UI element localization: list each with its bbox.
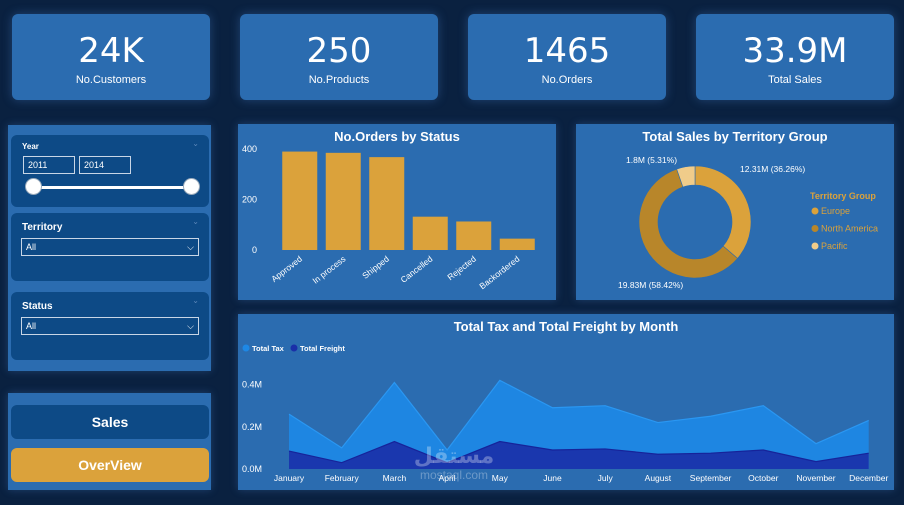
- x-tick-label: Shipped: [360, 254, 391, 281]
- year-slicer: Year ⌄ 2011 2014: [11, 135, 209, 207]
- y-tick-label: 200: [242, 195, 257, 205]
- data-label: 12.31M (36.26%): [740, 164, 805, 174]
- kpi-label: Total Sales: [768, 74, 822, 86]
- overview-button[interactable]: OverView: [11, 448, 209, 482]
- territory-label: Territory: [22, 222, 63, 233]
- kpi-value: 1465: [523, 31, 611, 71]
- kpi-label: No.Orders: [541, 74, 593, 86]
- tax-freight-chart: 0.0M 0.2M 0.4M January February March April May…: [242, 344, 888, 483]
- donut-slice: [638, 168, 738, 279]
- bar: [456, 221, 492, 250]
- legend-label: Total Tax: [252, 344, 285, 353]
- y-tick-label: 0.2M: [242, 422, 262, 432]
- x-tick-label: Backordered: [477, 254, 521, 292]
- x-tick-label: In process: [310, 254, 347, 286]
- orders-by-status-chart: 0 200 400 Approved In process Shipped Cancelle…: [242, 144, 535, 292]
- legend-title: Territory Group: [810, 191, 876, 201]
- status-value: All: [26, 321, 37, 331]
- x-tick-label: Cancelled: [399, 254, 435, 285]
- kpi-value: 24K: [78, 31, 144, 71]
- legend-label: Europe: [821, 206, 850, 216]
- x-tick-label: December: [849, 473, 888, 483]
- x-tick-label: November: [796, 473, 835, 483]
- x-tick-label: February: [325, 473, 360, 483]
- kpi-products: 250 No.Products: [240, 14, 438, 100]
- year-range-start-handle[interactable]: [25, 178, 42, 195]
- x-tick-label: Approved: [269, 254, 304, 284]
- x-tick-label: Rejected: [445, 254, 478, 283]
- data-label: 19.83M (58.42%): [618, 280, 683, 290]
- territory-dropdown[interactable]: All ⌵: [21, 238, 199, 256]
- series-line: [288, 440, 869, 464]
- year-range-track: [33, 186, 191, 189]
- legend-marker: [811, 225, 819, 232]
- kpi-value: 250: [306, 31, 372, 71]
- status-label: Status: [22, 301, 53, 312]
- bar: [282, 151, 318, 250]
- chevron-down-icon: ⌵: [187, 321, 194, 331]
- status-slicer: Status ⌄ All ⌵: [11, 292, 209, 360]
- bar: [325, 152, 361, 250]
- chart-title: No.Orders by Status: [334, 129, 460, 144]
- data-label: 1.8M (5.31%): [626, 155, 677, 165]
- x-tick-label: September: [690, 473, 732, 483]
- y-tick-label: 0.0M: [242, 464, 262, 474]
- year-to-input[interactable]: 2014: [79, 156, 131, 174]
- orders-by-status-panel: No.Orders by Status 0 200 400 Approved In pr…: [238, 124, 556, 300]
- donut-slice: [694, 165, 752, 259]
- legend-label: Pacific: [821, 241, 848, 251]
- y-tick-label: 400: [242, 144, 257, 154]
- x-tick-label: August: [645, 473, 672, 483]
- year-range-end-handle[interactable]: [183, 178, 200, 195]
- legend-label: Total Freight: [300, 344, 345, 353]
- x-tick-label: April: [439, 473, 456, 483]
- area-series: [289, 441, 869, 469]
- legend-marker: [290, 344, 298, 352]
- kpi-total-sales: 33.9M Total Sales: [696, 14, 894, 100]
- year-label: Year: [22, 142, 39, 151]
- kpi-label: No.Products: [308, 74, 370, 86]
- chevron-down-icon[interactable]: ⌄: [192, 217, 199, 226]
- sales-by-territory-chart: 12.31M (36.26%) 19.83M (58.42%) 1.8M (5.31…: [618, 155, 878, 290]
- kpi-customers: 24K No.Customers: [12, 14, 210, 100]
- series-line: [288, 379, 869, 451]
- x-tick-label: October: [748, 473, 778, 483]
- kpi-label: No.Customers: [75, 74, 147, 86]
- territory-slicer: Territory ⌄ All ⌵: [11, 213, 209, 281]
- territory-value: All: [26, 242, 37, 252]
- bar: [412, 216, 448, 250]
- sales-by-territory-panel: Total Sales by Territory Group 12.31M (3…: [576, 124, 894, 300]
- tax-freight-panel: Total Tax and Total Freight by Month 0.0…: [238, 314, 894, 490]
- x-tick-label: January: [274, 473, 305, 483]
- x-tick-label: July: [598, 473, 614, 483]
- kpi-orders: 1465 No.Orders: [468, 14, 666, 100]
- donut-slice: [676, 165, 696, 188]
- sales-button[interactable]: Sales: [11, 405, 209, 439]
- x-tick-label: March: [383, 473, 407, 483]
- x-tick-label: June: [543, 473, 562, 483]
- year-from-input[interactable]: 2011: [23, 156, 75, 174]
- chevron-down-icon[interactable]: ⌄: [192, 139, 199, 148]
- bar: [499, 238, 535, 250]
- chart-title: Total Sales by Territory Group: [642, 129, 828, 144]
- bar: [369, 157, 405, 250]
- legend-marker: [811, 207, 819, 215]
- legend-label: North America: [821, 224, 878, 234]
- legend-marker: [811, 242, 819, 250]
- x-tick-label: May: [492, 473, 509, 483]
- y-tick-label: 0: [252, 245, 257, 255]
- chart-title: Total Tax and Total Freight by Month: [453, 319, 679, 334]
- area-series: [289, 380, 869, 469]
- y-tick-label: 0.4M: [242, 380, 262, 390]
- legend-marker: [242, 344, 250, 352]
- status-dropdown[interactable]: All ⌵: [21, 317, 199, 335]
- chevron-down-icon[interactable]: ⌄: [192, 296, 199, 305]
- chevron-down-icon: ⌵: [187, 242, 194, 252]
- kpi-value: 33.9M: [742, 31, 848, 71]
